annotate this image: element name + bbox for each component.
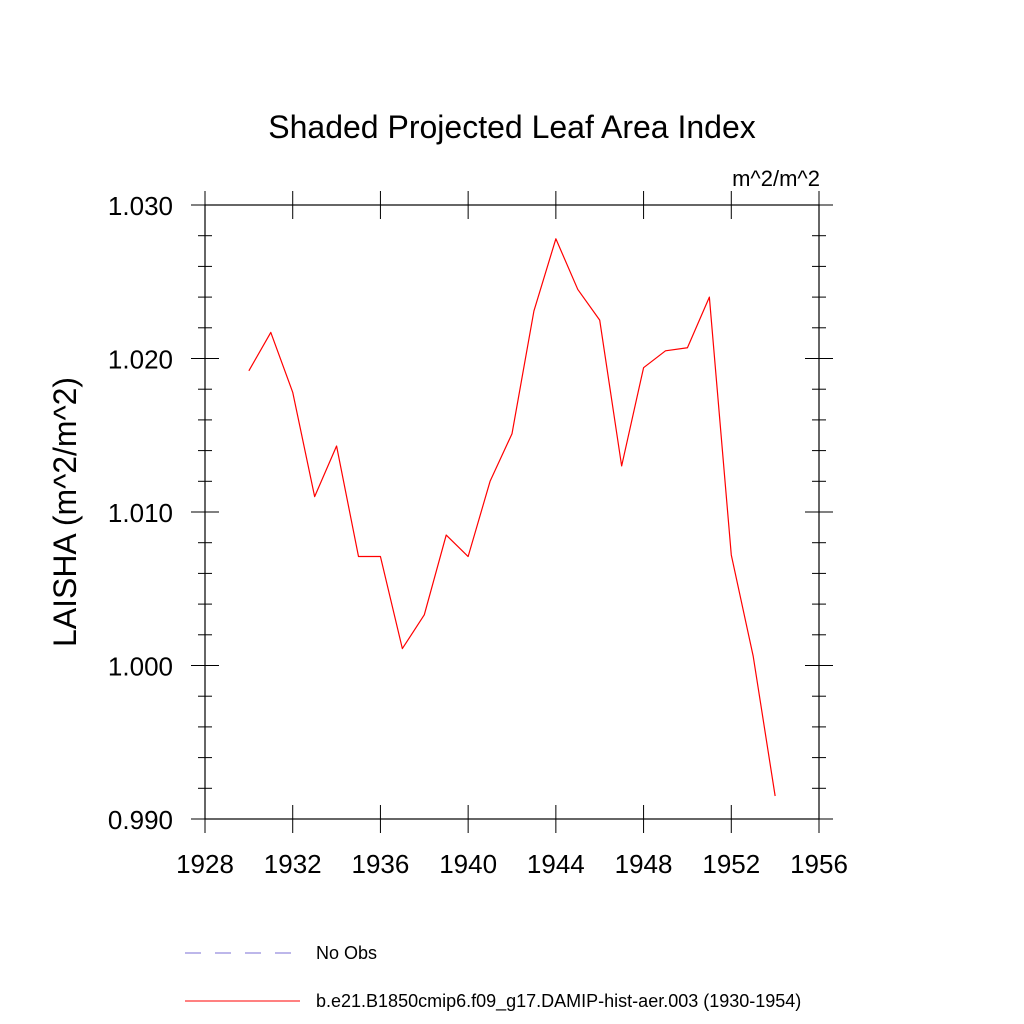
x-tick-label: 1932 bbox=[264, 849, 322, 879]
y-tick-label: 0.990 bbox=[108, 805, 173, 835]
axis-ticks bbox=[191, 191, 833, 833]
x-tick-label: 1956 bbox=[790, 849, 848, 879]
y-tick-label: 1.020 bbox=[108, 345, 173, 375]
y-axis-label: LAISHA (m^2/m^2) bbox=[47, 377, 83, 647]
x-tick-labels: 1928 1932 1936 1940 1944 1948 1952 1956 bbox=[176, 849, 848, 879]
plot-frame bbox=[204, 204, 820, 820]
series-line bbox=[248, 238, 776, 797]
x-tick-label: 1936 bbox=[352, 849, 410, 879]
y-tick-label: 1.000 bbox=[108, 652, 173, 682]
x-tick-label: 1944 bbox=[527, 849, 585, 879]
units-label: m^2/m^2 bbox=[732, 166, 820, 191]
x-tick-label: 1928 bbox=[176, 849, 234, 879]
legend-label-no-obs: No Obs bbox=[316, 943, 377, 963]
y-tick-label: 1.010 bbox=[108, 498, 173, 528]
x-tick-label: 1940 bbox=[439, 849, 497, 879]
series-group bbox=[248, 238, 776, 797]
y-tick-label: 1.030 bbox=[108, 191, 173, 221]
x-tick-label: 1948 bbox=[615, 849, 673, 879]
x-tick-label: 1952 bbox=[702, 849, 760, 879]
legend-label-model-run: b.e21.B1850cmip6.f09_g17.DAMIP-hist-aer.… bbox=[316, 991, 801, 1012]
chart-title: Shaded Projected Leaf Area Index bbox=[268, 109, 755, 145]
y-tick-labels: 0.990 1.000 1.010 1.020 1.030 bbox=[108, 191, 173, 835]
legend: No Obs b.e21.B1850cmip6.f09_g17.DAMIP-hi… bbox=[185, 943, 801, 1012]
